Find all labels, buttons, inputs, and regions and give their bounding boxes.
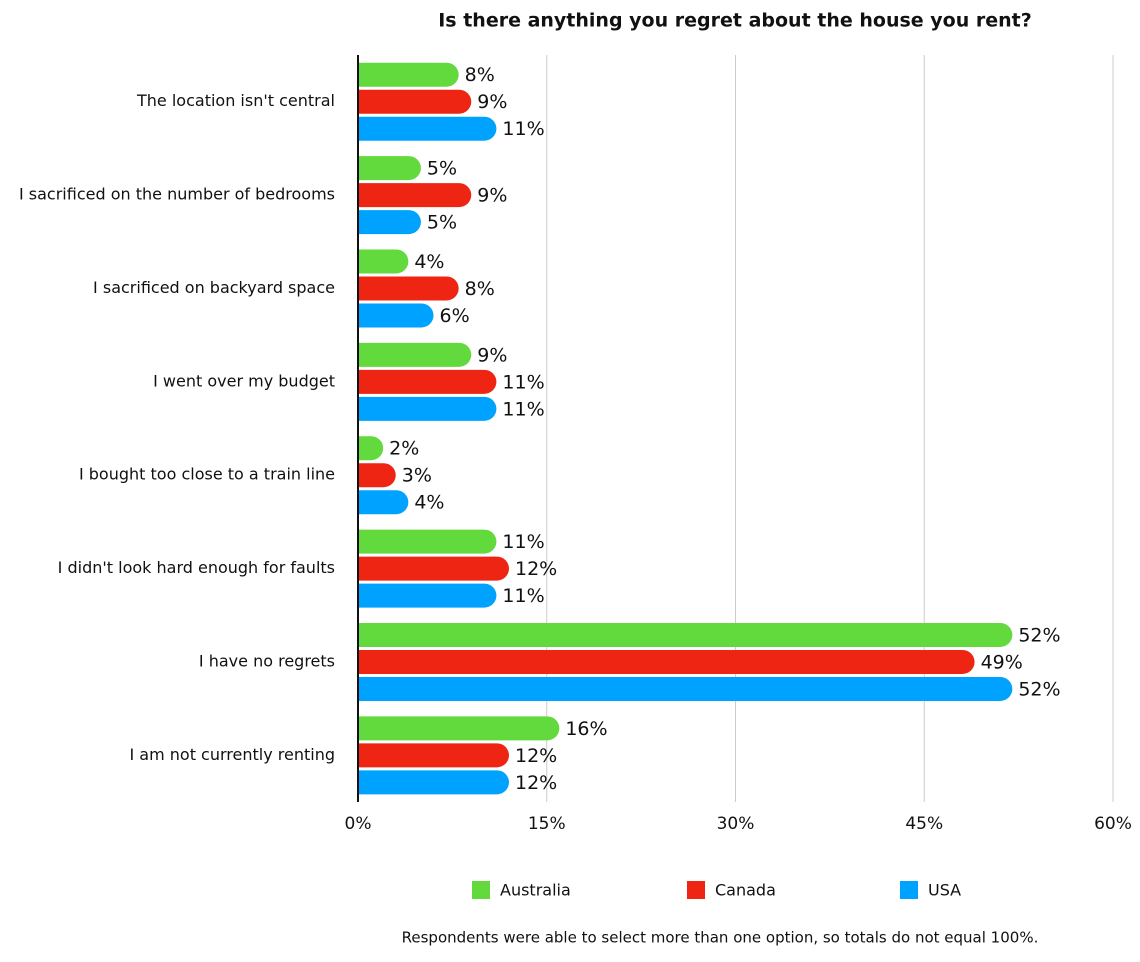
- bar: [358, 743, 509, 768]
- bar: [358, 183, 472, 208]
- value-label: 11%: [502, 371, 544, 393]
- value-label: 11%: [502, 585, 544, 607]
- value-label: 8%: [465, 64, 495, 86]
- value-label: 5%: [427, 212, 457, 234]
- y-tick-label: I didn't look hard enough for faults: [58, 558, 335, 577]
- value-label: 4%: [414, 251, 444, 273]
- value-label: 9%: [477, 185, 507, 207]
- value-label: 12%: [515, 772, 557, 794]
- legend-swatch: [687, 881, 705, 899]
- footnote: Respondents were able to select more tha…: [402, 929, 1039, 947]
- value-label: 11%: [502, 398, 544, 420]
- x-tick-label: 15%: [528, 814, 566, 834]
- x-tick-label: 45%: [905, 814, 943, 834]
- bar: [358, 210, 421, 235]
- y-tick-label: I have no regrets: [199, 651, 335, 670]
- bar: [358, 770, 509, 795]
- bar: [358, 342, 472, 367]
- bar: [358, 303, 434, 328]
- bar: [358, 529, 497, 554]
- bar: [358, 249, 409, 274]
- bar: [358, 89, 472, 114]
- y-tick-label: I went over my budget: [153, 371, 335, 390]
- chart-title: Is there anything you regret about the h…: [438, 10, 1032, 32]
- bar: [358, 676, 1013, 701]
- value-label: 6%: [440, 305, 470, 327]
- bar: [358, 716, 560, 741]
- bar: [358, 436, 384, 461]
- bar: [358, 556, 509, 581]
- bar: [358, 369, 497, 394]
- y-tick-label: I sacrificed on the number of bedrooms: [19, 185, 335, 204]
- value-label: 52%: [1018, 624, 1060, 646]
- value-label: 11%: [502, 531, 544, 553]
- legend-label: Canada: [715, 881, 776, 900]
- value-label: 49%: [981, 651, 1023, 673]
- bar: [358, 463, 396, 488]
- bar: [358, 649, 975, 674]
- x-tick-label: 30%: [717, 814, 755, 834]
- bar: [358, 490, 409, 515]
- value-label: 16%: [565, 718, 607, 740]
- value-label: 12%: [515, 745, 557, 767]
- legend-swatch: [472, 881, 490, 899]
- bar: [358, 622, 1013, 647]
- bar: [358, 583, 497, 608]
- bar: [358, 396, 497, 421]
- x-tick-label: 60%: [1094, 814, 1132, 834]
- value-label: 5%: [427, 158, 457, 180]
- bar: [358, 156, 421, 181]
- value-label: 8%: [465, 278, 495, 300]
- y-tick-label: I bought too close to a train line: [79, 465, 335, 484]
- y-tick-label: I sacrificed on backyard space: [93, 278, 335, 297]
- value-label: 2%: [389, 438, 419, 460]
- value-label: 3%: [402, 465, 432, 487]
- value-label: 9%: [477, 91, 507, 113]
- legend-swatch: [900, 881, 918, 899]
- bar: [358, 62, 459, 87]
- y-tick-label: I am not currently renting: [129, 745, 335, 764]
- value-label: 11%: [502, 118, 544, 140]
- x-tick-label: 0%: [345, 814, 372, 834]
- value-label: 9%: [477, 344, 507, 366]
- legend-label: Australia: [500, 881, 571, 900]
- y-tick-label: The location isn't central: [136, 91, 335, 110]
- value-label: 4%: [414, 492, 444, 514]
- bar: [358, 276, 459, 301]
- legend-label: USA: [928, 881, 961, 900]
- bar: [358, 116, 497, 141]
- value-label: 52%: [1018, 678, 1060, 700]
- value-label: 12%: [515, 558, 557, 580]
